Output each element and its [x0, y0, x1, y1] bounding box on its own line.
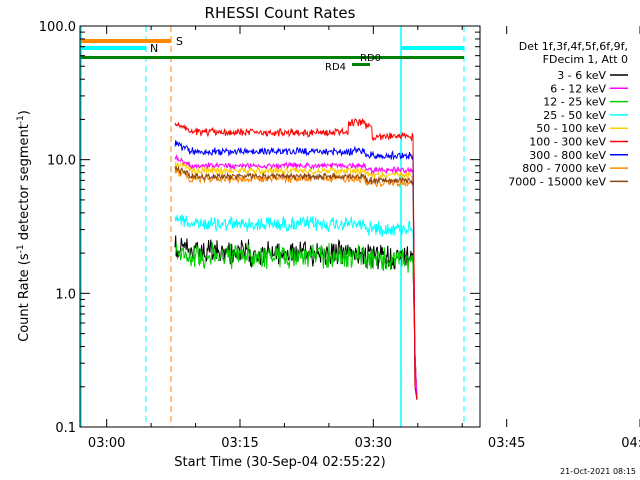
series-line-2	[174, 153, 418, 400]
x-axis-label: Start Time (30-Sep-04 02:55:22)	[174, 455, 385, 470]
night-bar-left	[81, 46, 146, 50]
plot-frame	[79, 25, 481, 428]
rd4-bar	[352, 63, 370, 66]
legend: Det 1f,3f,4f,5f,6f,9f, FDecim 1, Att 0 3…	[508, 40, 628, 188]
x-tick-label: 04:00	[621, 436, 640, 451]
legend-label-4: 25 - 50 keV	[543, 109, 606, 122]
saa-bar	[81, 39, 171, 43]
legend-label-3: 12 - 25 keV	[543, 96, 606, 109]
chart-title: RHESSI Count Rates	[205, 4, 356, 22]
series-line-7	[174, 140, 418, 400]
legend-header-line-1: Det 1f,3f,4f,5f,6f,9f,	[519, 40, 628, 53]
series-line-9	[174, 165, 418, 400]
reference-lines	[80, 26, 465, 427]
legend-label-9: 7000 - 15000 keV	[508, 175, 606, 188]
x-tick-label: 03:30	[355, 436, 392, 451]
series-group	[174, 118, 418, 400]
legend-label-8: 800 - 7000 keV	[522, 162, 606, 175]
series-line-4	[174, 214, 418, 400]
rd0-bar	[81, 56, 464, 59]
series-line-3	[174, 241, 418, 400]
y-tick-label: 10.0	[47, 154, 76, 169]
night-label: N	[150, 42, 158, 55]
timestamp: 21-Oct-2021 08:15	[560, 467, 636, 476]
x-tick-label: 03:15	[221, 436, 258, 451]
x-tick-label: 03:45	[488, 436, 525, 451]
legend-label-6: 100 - 300 keV	[529, 136, 606, 149]
y-axis-label: Count Rate (s-1 detector segment-1)	[16, 110, 32, 342]
series-line-6	[174, 118, 418, 400]
legend-label-5: 50 - 100 keV	[536, 122, 606, 135]
annotation-bars: S N RD0 RD4	[81, 35, 464, 73]
legend-label-2: 6 - 12 keV	[550, 82, 606, 95]
legend-label-7: 300 - 800 keV	[529, 149, 606, 162]
y-tick-label: 100.0	[39, 20, 76, 35]
night-bar-right	[401, 46, 464, 50]
y-axis-ticks: 0.1 1.0 10.0 100.0	[39, 20, 480, 436]
x-tick-label: 03:00	[88, 436, 125, 451]
rd4-label: RD4	[325, 62, 346, 73]
y-tick-label: 0.1	[55, 421, 76, 436]
y-tick-label: 1.0	[55, 287, 76, 302]
saa-label: S	[176, 35, 183, 48]
legend-header-line-2: FDecim 1, Att 0	[543, 53, 628, 66]
legend-label-1: 3 - 6 keV	[557, 69, 606, 82]
rd0-label: RD0	[360, 53, 381, 64]
